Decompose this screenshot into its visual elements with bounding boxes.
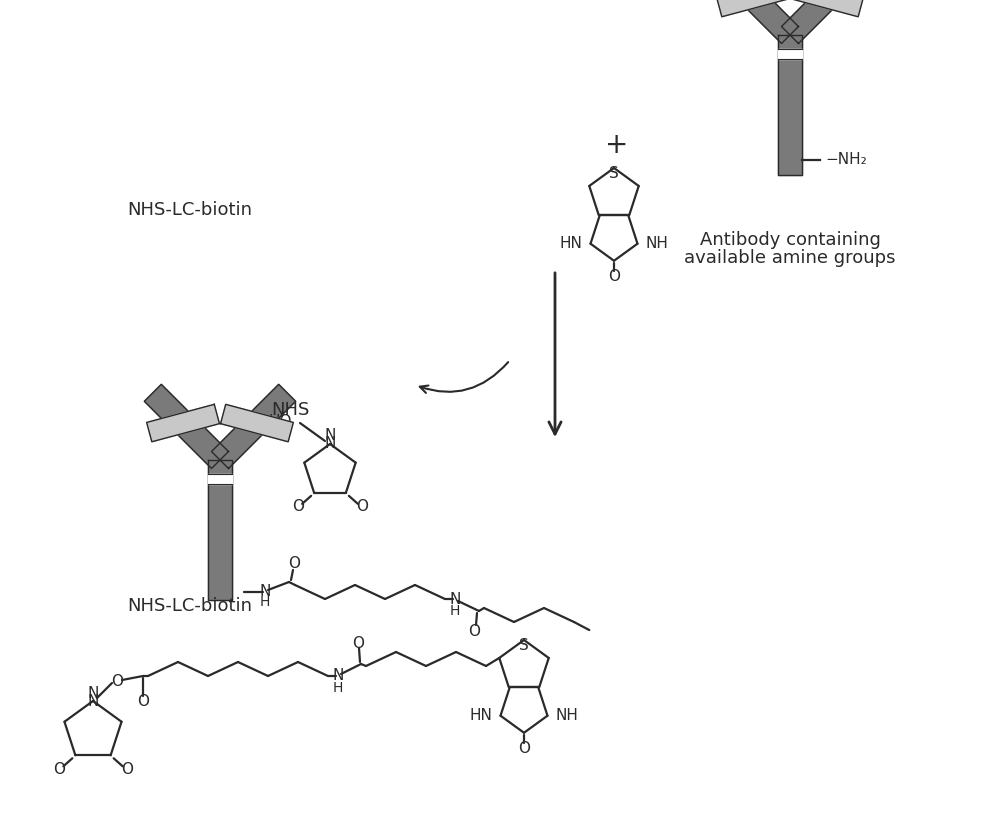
Text: NHS-LC-biotin: NHS-LC-biotin [128,597,253,615]
Text: O: O [356,499,368,514]
Text: NHS: NHS [271,401,309,419]
Text: O: O [468,623,480,638]
Text: S: S [609,166,619,181]
Polygon shape [220,405,293,441]
Text: NHS-LC-biotin: NHS-LC-biotin [128,201,253,219]
Text: N: N [260,584,271,600]
Text: H: H [260,595,271,609]
Polygon shape [208,460,232,600]
Text: Antibody containing: Antibody containing [700,231,881,249]
Text: H: H [333,681,343,695]
Text: N: N [325,437,336,451]
Text: −NH₂: −NH₂ [825,153,867,167]
Text: HO: HO [269,415,292,429]
Text: NH: NH [556,708,579,723]
Text: N: N [88,685,98,700]
Polygon shape [145,384,228,468]
Text: HN: HN [560,236,583,251]
Polygon shape [790,0,863,17]
Polygon shape [778,35,802,175]
Polygon shape [781,0,866,43]
Text: H: H [450,604,461,618]
Text: O: O [111,673,123,689]
Text: N: N [333,668,343,684]
Text: +: + [605,131,629,159]
Polygon shape [212,384,295,468]
Text: N: N [88,694,98,708]
Polygon shape [147,405,219,441]
Polygon shape [716,0,789,17]
Text: available amine groups: available amine groups [684,249,895,267]
Text: O: O [53,762,65,777]
Text: N: N [450,592,461,606]
Text: O: O [608,269,620,284]
Text: O: O [352,636,364,650]
Text: O: O [518,741,530,756]
Text: O: O [292,499,304,514]
Polygon shape [778,49,802,59]
Polygon shape [714,0,798,43]
Text: S: S [520,638,528,654]
Text: HN: HN [469,708,493,723]
Text: N: N [325,428,336,444]
Text: NH: NH [646,236,668,251]
Text: O: O [288,557,300,571]
Text: O: O [137,694,149,708]
Text: O: O [121,762,133,777]
Polygon shape [208,474,232,484]
